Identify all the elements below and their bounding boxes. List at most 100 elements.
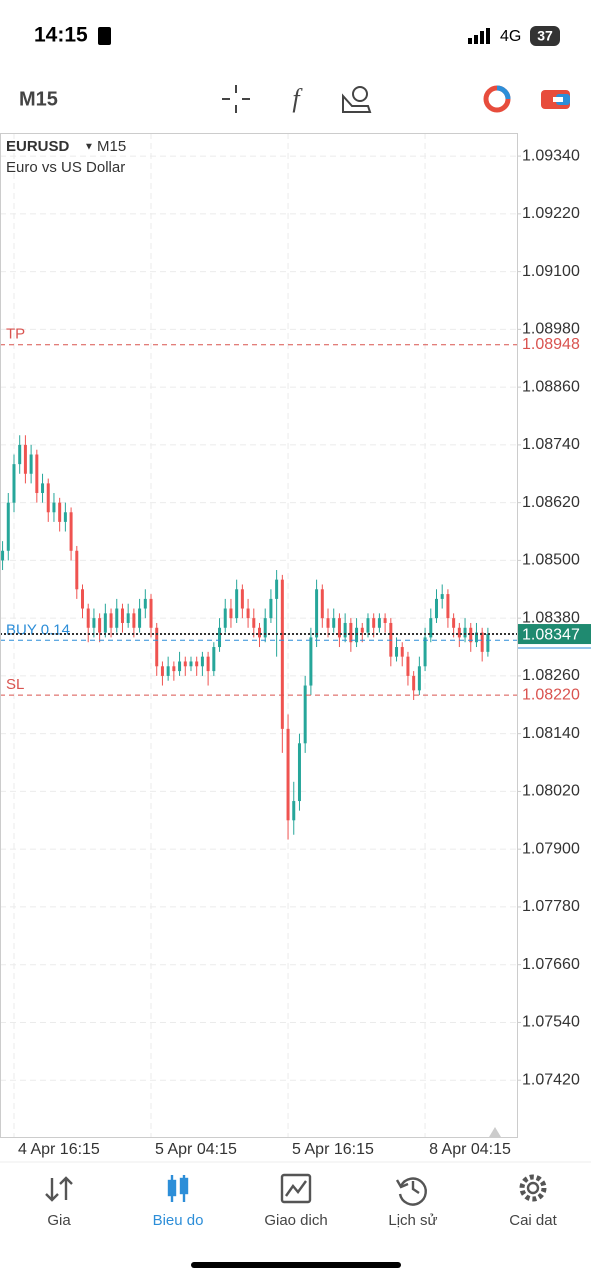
candle-body (160, 666, 164, 676)
candle-body (326, 618, 330, 628)
candle-body (218, 627, 222, 648)
price-line-label: BUY 0.14 (6, 621, 70, 638)
candle-body (246, 608, 250, 619)
candle-body (86, 608, 90, 628)
candle-body (212, 647, 216, 672)
candle-body (58, 502, 62, 522)
candle-body (103, 613, 107, 633)
candle-body (23, 444, 27, 474)
signal-icon (468, 28, 490, 44)
candle-body (41, 483, 45, 494)
candle-body (269, 598, 273, 619)
candle-body (257, 627, 261, 638)
battery (530, 26, 560, 46)
candle-body (263, 618, 267, 638)
candle-body (229, 608, 233, 619)
candle-body (189, 661, 193, 667)
candle-body (115, 608, 119, 628)
candle-body (292, 801, 296, 821)
chart: 1.09340 1.09220 1.09100 1.08980 1.08860 1.087… (0, 133, 591, 1158)
price-line-label: TP (6, 326, 25, 343)
y-tick-label: 1.08620 (522, 494, 580, 511)
candle-body (280, 579, 284, 729)
candle-body (29, 454, 33, 474)
candle-body (457, 627, 461, 638)
candle-body (240, 589, 244, 609)
trade-button[interactable] (483, 85, 511, 113)
symbol-dropdown[interactable]: ▼ (84, 142, 94, 153)
y-tick-label: 1.09100 (522, 263, 580, 280)
nav-label[interactable]: Lịch sử (388, 1212, 437, 1229)
clock: 14:15 (34, 24, 88, 47)
nav-label[interactable]: Cai dat (509, 1212, 557, 1229)
candle-body (452, 618, 456, 628)
candle-body (434, 598, 438, 619)
candle-body (183, 661, 187, 667)
candle-body (412, 675, 416, 691)
scroll-marker (489, 1127, 501, 1137)
candle-body (138, 608, 142, 628)
candle-body (155, 627, 159, 667)
nav-label[interactable]: Giao dich (264, 1212, 327, 1229)
nav-label[interactable]: Bieu do (153, 1212, 204, 1229)
y-tick-label: 1.08020 (522, 783, 580, 800)
network: 4G (500, 28, 521, 45)
current-price-label: 1.08347 (522, 626, 580, 643)
candle-body (417, 666, 421, 691)
chart-frame (0, 133, 518, 1138)
candle-body (120, 608, 124, 623)
candle-body (46, 483, 50, 513)
candle-body (400, 647, 404, 657)
candle-body (372, 618, 376, 628)
current-price-box (518, 624, 591, 645)
bottom-nav: Gia Bieu do Giao dich Lịch sử Cai dat (47, 1212, 557, 1229)
candle-body (297, 743, 301, 802)
candle-body (303, 685, 307, 744)
candle-body (35, 454, 39, 494)
candle-body (395, 647, 399, 657)
candle-body (469, 627, 473, 643)
candle-body (6, 502, 10, 551)
candle-body (337, 618, 341, 638)
y-tick-label: 1.07780 (522, 898, 580, 915)
candle-body (377, 618, 381, 628)
timeframe-button[interactable]: M15 (19, 88, 58, 110)
candle-body (109, 613, 113, 628)
candle-body (75, 550, 79, 590)
indicator-button[interactable]: f (292, 84, 303, 113)
candle-body (98, 618, 102, 633)
x-tick-label: 8 Apr 04:15 (429, 1141, 511, 1158)
y-tick-label: 1.07420 (522, 1071, 580, 1088)
candle-body (309, 637, 313, 686)
account-button[interactable] (541, 90, 570, 109)
candle-body (349, 622, 353, 643)
candle-body (206, 656, 210, 672)
x-tick-label: 4 Apr 16:15 (18, 1141, 100, 1158)
candle-body (440, 594, 444, 599)
y-tick-label: 1.08500 (522, 552, 580, 569)
y-tick-label: 1.07900 (522, 840, 580, 857)
candle-body (223, 608, 227, 628)
y-tick-label: 1.08140 (522, 725, 580, 742)
candle-body (143, 598, 147, 609)
y-tick-label: 1.08260 (522, 667, 580, 684)
y-tick-label: 1.08740 (522, 436, 580, 453)
candle-body (486, 634, 490, 652)
battery-level: 37 (537, 28, 553, 44)
nav-label[interactable]: Gia (47, 1212, 71, 1229)
x-tick-label: 5 Apr 16:15 (292, 1141, 374, 1158)
candle-body (166, 666, 170, 676)
candle-body (343, 622, 347, 638)
nav-icons (45, 1173, 547, 1206)
price-line-label: SL (6, 676, 24, 693)
candle-body (69, 512, 73, 551)
status-icon (98, 27, 111, 45)
objects-button[interactable] (342, 86, 372, 113)
y-tick-label: 1.08380 (522, 609, 580, 626)
price-line-value: 1.08948 (522, 336, 580, 353)
candle-body (149, 598, 153, 628)
crosshair-button[interactable] (222, 85, 250, 113)
candle-body (320, 589, 324, 619)
candle-body (383, 618, 387, 623)
